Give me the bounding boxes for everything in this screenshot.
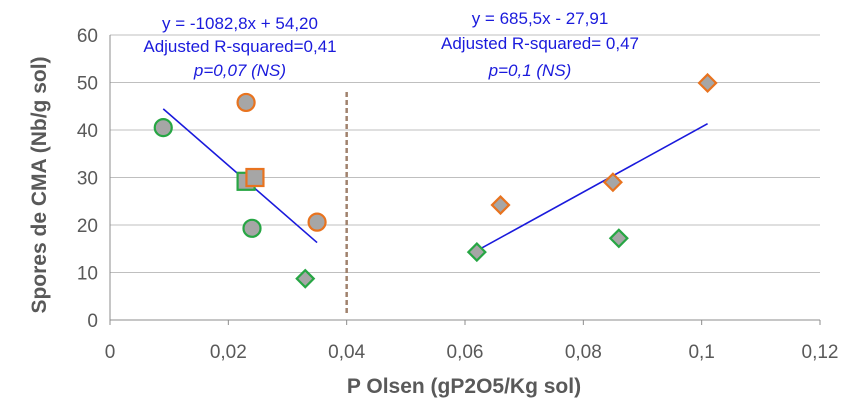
y-tick-label: 60 xyxy=(77,26,98,47)
y-tick-label: 50 xyxy=(77,74,98,95)
data-point-circle xyxy=(307,212,327,232)
right-r-squared: Adjusted R-squared= 0,47 xyxy=(441,34,639,53)
left-p-value: p=0,07 (NS) xyxy=(193,61,286,80)
x-axis-title: P Olsen (gP2O5/Kg sol) xyxy=(347,375,581,398)
gridlines xyxy=(110,34,820,273)
data-point-diamond xyxy=(602,172,623,193)
data-point-circle xyxy=(236,92,256,113)
right-p-value: p=0,1 (NS) xyxy=(488,61,572,80)
x-tick-label: 0,08 xyxy=(565,342,602,363)
x-tick-label: 0,02 xyxy=(210,342,247,363)
y-tick-label: 30 xyxy=(77,169,98,190)
left-equation: y = -1082,8x + 54,20 xyxy=(162,14,318,33)
x-tick-labels: 0 0,02 0,04 0,06 0,08 0,1 0,12 xyxy=(105,342,839,363)
right-equation: y = 685,5x - 27,91 xyxy=(472,9,609,28)
left-regression-annotation: y = -1082,8x + 54,20 Adjusted R-squared=… xyxy=(143,14,336,80)
data-points xyxy=(153,72,718,289)
y-tick-label: 40 xyxy=(77,121,98,142)
data-point-diamond xyxy=(490,194,511,216)
left-r-squared: Adjusted R-squared=0,41 xyxy=(143,37,336,56)
data-point-diamond xyxy=(295,268,316,289)
y-tick-label: 0 xyxy=(87,311,98,332)
right-regression-annotation: y = 685,5x - 27,91 Adjusted R-squared= 0… xyxy=(441,9,639,80)
trendline xyxy=(476,123,708,252)
x-tick-label: 0,04 xyxy=(328,342,365,363)
x-tick-label: 0,12 xyxy=(802,342,839,363)
x-tick-label: 0 xyxy=(105,342,116,363)
x-tick-label: 0,06 xyxy=(447,342,484,363)
data-point-diamond xyxy=(466,242,487,263)
y-tick-labels: 0 10 20 30 40 50 60 xyxy=(77,26,98,332)
data-point-diamond xyxy=(608,228,629,249)
data-point-square xyxy=(245,167,265,188)
y-tick-label: 10 xyxy=(77,264,98,285)
data-point-circle xyxy=(153,118,173,138)
y-tick-label: 20 xyxy=(77,216,98,237)
data-point-circle xyxy=(242,218,262,238)
axes xyxy=(109,35,821,325)
y-axis-title: Spores de CMA (Nb/g sol) xyxy=(28,56,51,313)
x-tick-label: 0,1 xyxy=(688,342,714,363)
data-point-diamond xyxy=(697,72,718,94)
